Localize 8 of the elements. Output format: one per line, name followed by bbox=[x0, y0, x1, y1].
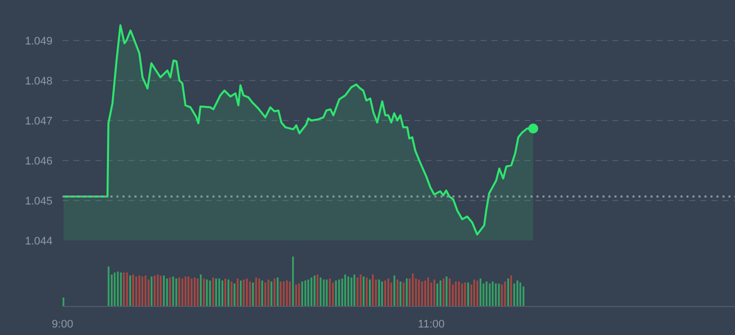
x-tick-label: 9:00 bbox=[52, 318, 74, 330]
y-tick-label: 1.044 bbox=[24, 236, 53, 248]
y-tick-label: 1.048 bbox=[24, 76, 53, 88]
y-tick-label: 1.049 bbox=[24, 36, 53, 48]
y-tick-label: 1.046 bbox=[24, 156, 53, 168]
x-tick-label: 11:00 bbox=[418, 318, 445, 330]
y-tick-label: 1.045 bbox=[24, 196, 53, 208]
y-tick-label: 1.047 bbox=[24, 116, 53, 128]
